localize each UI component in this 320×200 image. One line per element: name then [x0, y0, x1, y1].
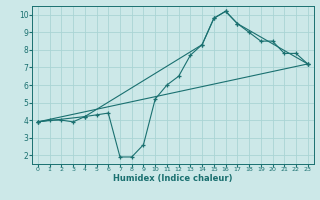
X-axis label: Humidex (Indice chaleur): Humidex (Indice chaleur) [113, 174, 233, 183]
